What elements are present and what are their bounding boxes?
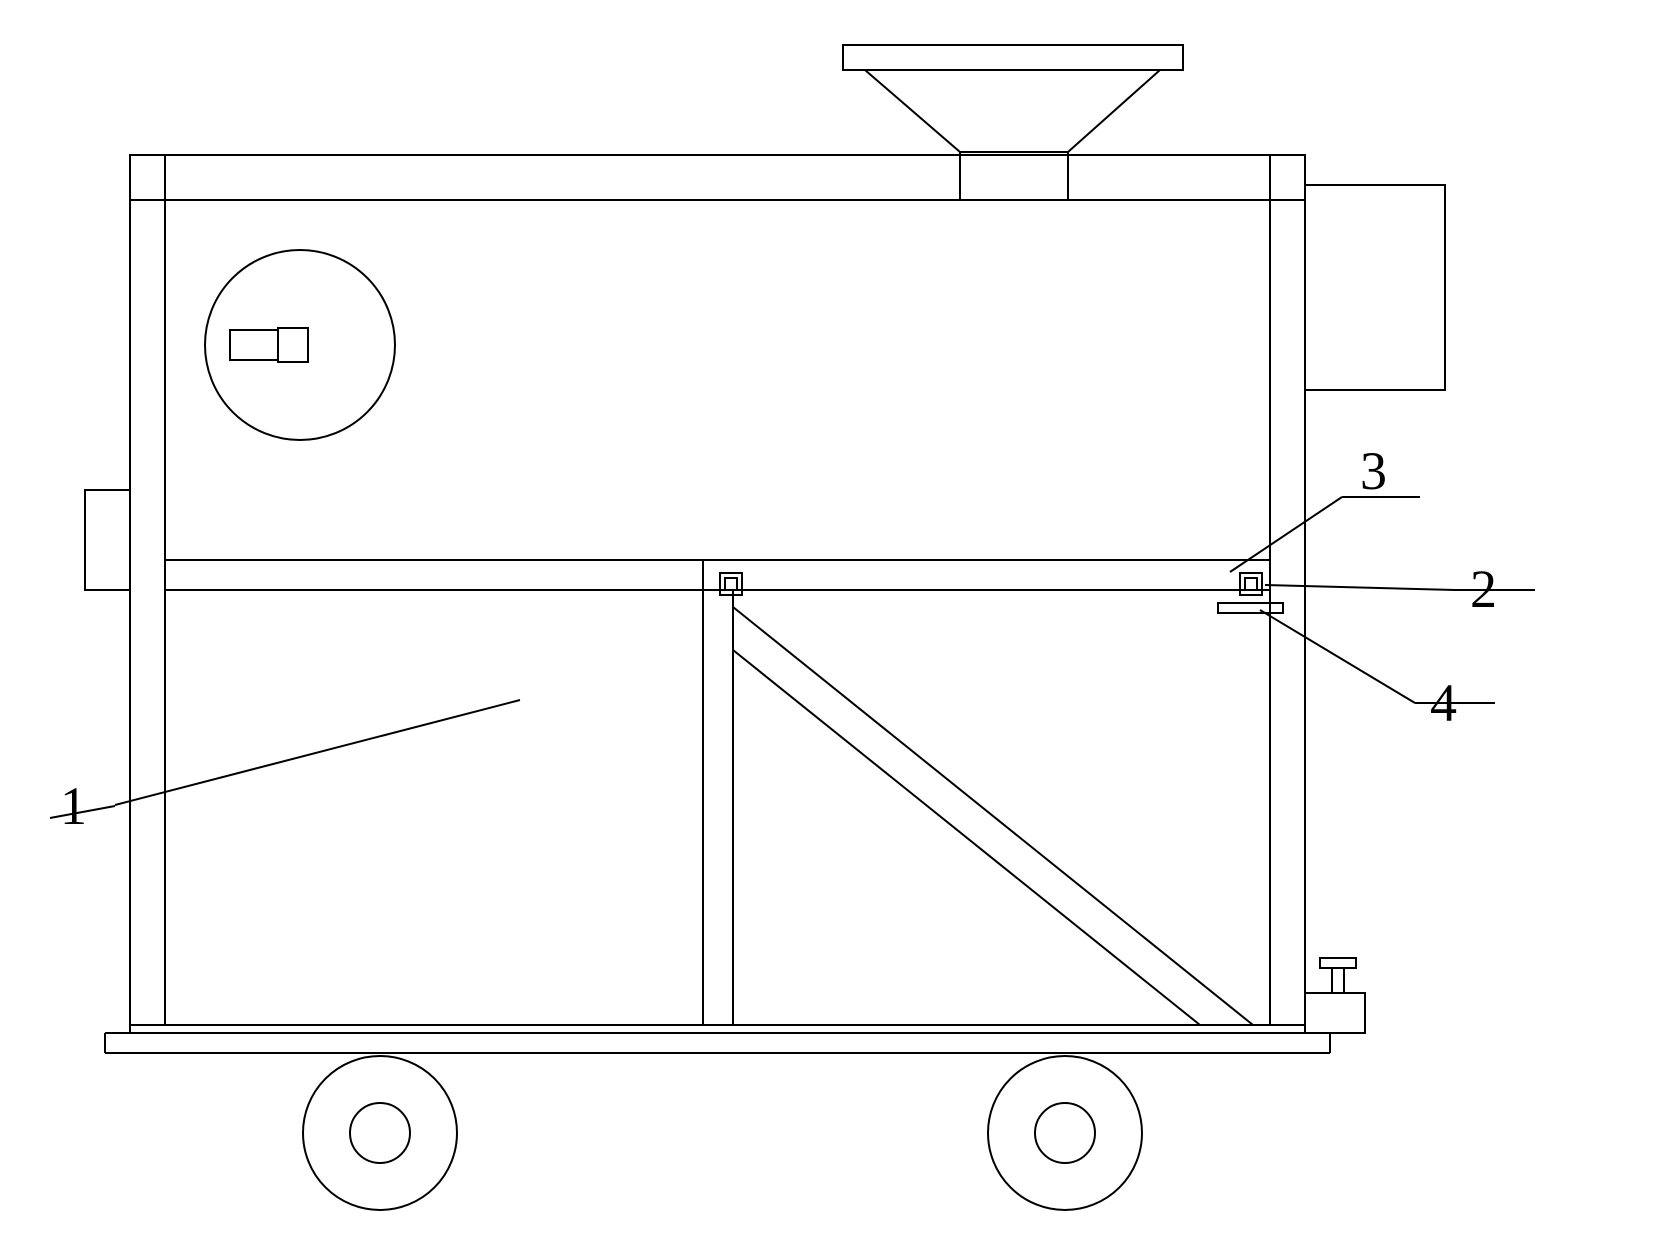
- diagonal-brace-1: [733, 607, 1253, 1025]
- leader-3: [1230, 497, 1342, 572]
- knob-base-box: [1305, 993, 1365, 1033]
- callout-label-3: 3: [1360, 440, 1387, 502]
- wheel-right-inner: [1035, 1103, 1095, 1163]
- hopper-funnel: [865, 70, 1160, 152]
- detail-square-right-inner: [1245, 578, 1257, 590]
- leader-1: [115, 700, 520, 805]
- bracket-plate: [1218, 603, 1283, 613]
- wheel-left-outer: [303, 1056, 457, 1210]
- hopper-top: [843, 45, 1183, 70]
- wheel-right-outer: [988, 1056, 1142, 1210]
- pulley-outer: [205, 250, 395, 440]
- detail-square-center-inner: [725, 578, 737, 590]
- leader-4: [1260, 610, 1415, 703]
- detail-square-right: [1240, 573, 1262, 595]
- diagram-svg: [0, 0, 1662, 1246]
- callout-label-1: 1: [60, 775, 87, 837]
- pulley-hub-outer: [230, 330, 278, 360]
- pulley-hub-inner: [278, 328, 308, 362]
- wheel-left-inner: [350, 1103, 410, 1163]
- knob-cap: [1320, 958, 1356, 968]
- detail-square-center: [720, 573, 742, 595]
- diagonal-brace-2: [733, 650, 1200, 1025]
- callout-label-4: 4: [1430, 672, 1457, 734]
- left-motor-box: [85, 490, 130, 590]
- leader-2: [1265, 585, 1455, 590]
- hopper-neck: [960, 152, 1068, 200]
- knob-stem: [1332, 968, 1344, 993]
- right-top-box: [1305, 185, 1445, 390]
- technical-diagram: 1 2 3 4: [0, 0, 1662, 1246]
- callout-label-2: 2: [1470, 558, 1497, 620]
